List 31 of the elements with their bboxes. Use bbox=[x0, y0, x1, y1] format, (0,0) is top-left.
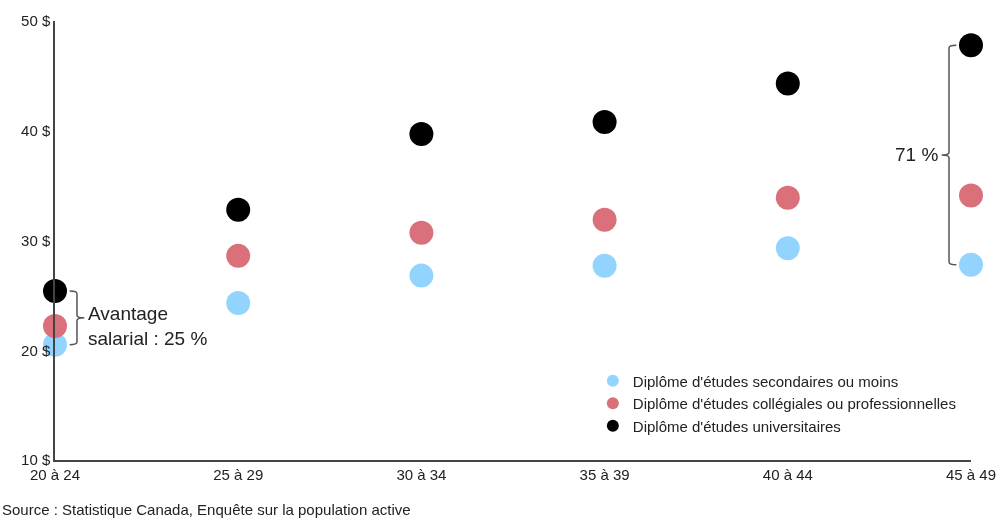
x-tick-label: 40 à 44 bbox=[762, 465, 813, 483]
point bbox=[775, 185, 800, 210]
point bbox=[409, 220, 434, 245]
y-tick-label: 40 $ bbox=[21, 122, 51, 139]
y-tick-label: 30 $ bbox=[21, 231, 51, 249]
annotation: Avantage salarial : 25 % bbox=[88, 303, 208, 349]
point bbox=[592, 109, 617, 134]
point bbox=[959, 33, 983, 58]
point bbox=[592, 253, 617, 278]
annotation: 71 % bbox=[895, 144, 939, 165]
point bbox=[959, 252, 983, 277]
point bbox=[959, 183, 983, 208]
y-tick-label: 20 $ bbox=[21, 341, 51, 359]
source-note: Source : Statistique Canada, Enquête sur la population active bbox=[2, 501, 411, 518]
legend-label: Diplôme d'études collégiales ou professionnelles bbox=[632, 395, 956, 413]
point bbox=[226, 243, 251, 268]
y-tick-label: 50 $ bbox=[21, 12, 51, 30]
x-tick-label: 45 à 49 bbox=[945, 465, 997, 483]
legend-label: Diplôme d'études universitaires bbox=[632, 417, 841, 435]
point bbox=[775, 71, 800, 96]
point bbox=[775, 236, 800, 261]
point bbox=[226, 291, 251, 316]
point bbox=[592, 207, 617, 232]
point bbox=[43, 314, 67, 339]
x-tick-label: 25 à 29 bbox=[213, 465, 264, 483]
legend-label: Diplôme d'études secondaires ou moins bbox=[632, 372, 899, 390]
x-tick-label: 35 à 39 bbox=[579, 465, 630, 483]
point bbox=[409, 263, 434, 288]
point bbox=[226, 197, 251, 222]
point bbox=[409, 122, 434, 147]
x-tick-label: 30 à 34 bbox=[396, 465, 447, 483]
